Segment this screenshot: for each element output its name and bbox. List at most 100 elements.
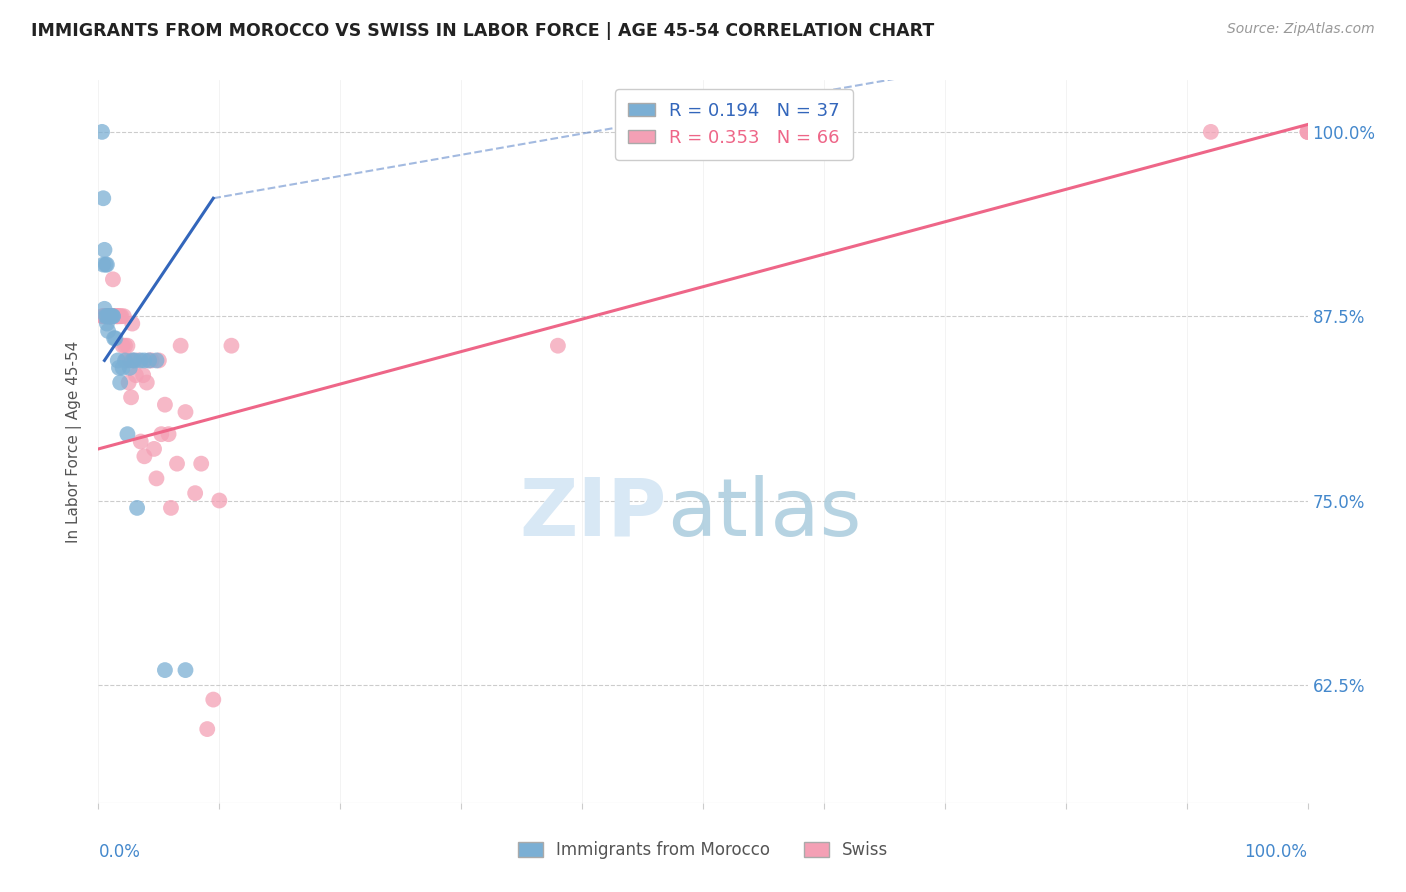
- Point: [157, 427, 180, 442]
- Point: [111, 339, 134, 353]
- Point: [114, 339, 136, 353]
- Point: [160, 500, 183, 515]
- Point: [547, 339, 569, 353]
- Point: [1296, 125, 1319, 139]
- Text: ZIP: ZIP: [519, 475, 666, 553]
- Point: [153, 663, 176, 677]
- Point: [143, 442, 166, 456]
- Point: [108, 309, 131, 323]
- Point: [108, 309, 131, 323]
- Point: [184, 486, 207, 500]
- Point: [101, 272, 124, 286]
- Point: [101, 309, 124, 323]
- Point: [145, 353, 167, 368]
- Text: 100.0%: 100.0%: [1244, 843, 1308, 861]
- Point: [105, 309, 128, 323]
- Point: [93, 309, 115, 323]
- Point: [97, 309, 120, 323]
- Point: [169, 339, 191, 353]
- Point: [97, 309, 120, 323]
- Point: [97, 324, 120, 338]
- Point: [100, 309, 122, 323]
- Point: [103, 331, 125, 345]
- Point: [100, 309, 122, 323]
- Point: [100, 309, 122, 323]
- Point: [118, 376, 141, 390]
- Point: [221, 339, 243, 353]
- Point: [93, 309, 115, 323]
- Point: [150, 427, 173, 442]
- Point: [94, 258, 117, 272]
- Point: [108, 376, 131, 390]
- Point: [118, 360, 141, 375]
- Point: [166, 457, 188, 471]
- Point: [101, 309, 124, 323]
- Point: [120, 390, 142, 404]
- Point: [100, 309, 122, 323]
- Text: 0.0%: 0.0%: [98, 843, 141, 861]
- Point: [100, 309, 122, 323]
- Point: [117, 427, 139, 442]
- Point: [134, 353, 156, 368]
- Point: [129, 353, 152, 368]
- Point: [91, 309, 114, 323]
- Point: [145, 471, 167, 485]
- Point: [190, 457, 212, 471]
- Point: [195, 722, 218, 736]
- Point: [103, 309, 125, 323]
- Point: [208, 493, 231, 508]
- Point: [107, 353, 129, 368]
- Point: [98, 309, 121, 323]
- Point: [115, 353, 138, 368]
- Point: [94, 309, 117, 323]
- Point: [91, 258, 114, 272]
- Point: [100, 309, 122, 323]
- Point: [1296, 125, 1319, 139]
- Point: [91, 191, 114, 205]
- Point: [96, 309, 118, 323]
- Point: [141, 353, 163, 368]
- Point: [1296, 125, 1319, 139]
- Point: [108, 360, 131, 375]
- Point: [94, 309, 117, 323]
- Point: [107, 309, 129, 323]
- Point: [138, 353, 160, 368]
- Point: [110, 309, 132, 323]
- Point: [121, 317, 143, 331]
- Point: [174, 663, 197, 677]
- Point: [117, 339, 139, 353]
- Point: [127, 500, 149, 515]
- Point: [114, 353, 136, 368]
- Point: [104, 331, 127, 345]
- Point: [129, 434, 152, 449]
- Point: [98, 309, 121, 323]
- Text: atlas: atlas: [666, 475, 860, 553]
- Text: IMMIGRANTS FROM MOROCCO VS SWISS IN LABOR FORCE | AGE 45-54 CORRELATION CHART: IMMIGRANTS FROM MOROCCO VS SWISS IN LABO…: [31, 22, 934, 40]
- Point: [107, 309, 129, 323]
- Point: [134, 450, 156, 464]
- Point: [91, 125, 114, 139]
- Point: [93, 301, 115, 316]
- Legend: R = 0.194   N = 37, R = 0.353   N = 66: R = 0.194 N = 37, R = 0.353 N = 66: [616, 89, 852, 160]
- Point: [138, 353, 160, 368]
- Legend: Immigrants from Morocco, Swiss: Immigrants from Morocco, Swiss: [512, 835, 894, 866]
- Point: [96, 258, 118, 272]
- Point: [125, 368, 148, 383]
- Point: [96, 317, 118, 331]
- Point: [202, 692, 225, 706]
- Point: [94, 309, 117, 323]
- Point: [153, 398, 176, 412]
- Point: [98, 309, 121, 323]
- Point: [91, 309, 114, 323]
- Point: [93, 309, 115, 323]
- Point: [93, 243, 115, 257]
- Point: [98, 309, 121, 323]
- Text: Source: ZipAtlas.com: Source: ZipAtlas.com: [1227, 22, 1375, 37]
- Point: [127, 353, 149, 368]
- Y-axis label: In Labor Force | Age 45-54: In Labor Force | Age 45-54: [66, 341, 83, 542]
- Point: [148, 353, 170, 368]
- Point: [94, 309, 117, 323]
- Point: [1199, 125, 1222, 139]
- Point: [122, 353, 145, 368]
- Point: [112, 309, 135, 323]
